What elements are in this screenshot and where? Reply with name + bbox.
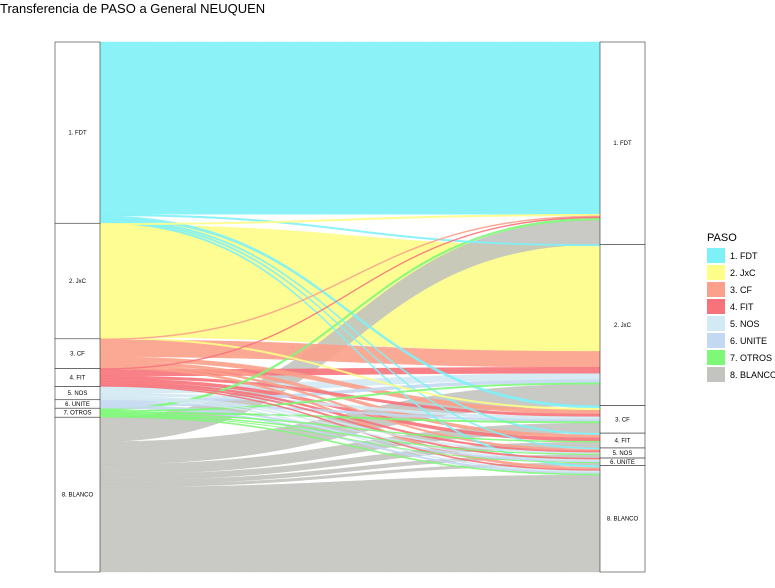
legend-swatch-1-fdt	[707, 248, 725, 263]
paso-stratum-label-7-otros: 7. OTROS	[63, 411, 91, 417]
general-stratum-label-3-cf: 3. CF	[615, 417, 630, 423]
legend-swatch-6-unite	[707, 333, 725, 348]
legend-swatch-5-nos	[707, 316, 725, 331]
legend-swatch-7-otros	[707, 350, 725, 365]
flow-8-blanco-to-8-blanco	[99, 474, 601, 573]
paso-stratum-label-3-cf: 3. CF	[70, 352, 85, 358]
legend-label-3-cf: 3. CF	[730, 285, 753, 295]
legend: PASO 1. FDT 2. JxC 3. CF 4. FIT 5. NOS 6. UNIT…	[707, 232, 775, 382]
legend-title: PASO	[707, 232, 737, 244]
legend-label-5-nos: 5. NOS	[730, 319, 760, 329]
general-stratum-8-blanco	[599, 465, 646, 573]
legend-label-1-fdt: 1. FDT	[730, 251, 758, 261]
general-stratum-label-4-fit: 4. FIT	[615, 439, 631, 445]
general-stratum-3-cf	[599, 405, 646, 434]
legend-label-8-blanco: 8. BLANCO	[730, 370, 775, 380]
legend-label-4-fit: 4. FIT	[730, 302, 754, 312]
general-stratum-2-jxc	[599, 244, 646, 406]
general-stratum-label-6-unite: 6. UNITE	[610, 460, 635, 466]
legend-swatch-8-blanco	[707, 367, 725, 382]
legend-label-7-otros: 7. OTROS	[730, 353, 772, 363]
legend-label-2-jxc: 2. JxC	[730, 268, 756, 278]
paso-stratum-label-4-fit: 4. FIT	[70, 375, 86, 381]
paso-axis-strata: 1. FDT 2. JxC 3. CF 4. FIT 5. NOS 6. UNITE 7. …	[54, 41, 101, 573]
paso-stratum-label-1-fdt: 1. FDT	[68, 131, 87, 137]
paso-stratum-label-8-blanco: 8. BLANCO	[62, 493, 94, 499]
paso-stratum-8-blanco	[54, 416, 101, 573]
legend-swatch-4-fit	[707, 299, 725, 314]
paso-stratum-label-6-unite: 6. UNITE	[65, 402, 90, 408]
paso-stratum-label-2-jxc: 2. JxC	[69, 279, 87, 285]
legend-swatch-3-cf	[707, 282, 725, 297]
general-stratum-label-1-fdt: 1. FDT	[613, 141, 632, 147]
legend-swatch-2-jxc	[707, 265, 725, 280]
legend-label-6-unite: 6. UNITE	[730, 336, 767, 346]
chart-title: Transferencia de PASO a General NEUQUEN	[0, 1, 266, 16]
general-stratum-label-8-blanco: 8. BLANCO	[607, 517, 639, 523]
general-axis-strata: 1. FDT 2. JxC 3. CF 4. FIT 5. NOS 6. UNITE 8. …	[599, 41, 646, 573]
paso-stratum-label-5-nos: 5. NOS	[68, 391, 88, 397]
general-stratum-label-2-jxc: 2. JxC	[614, 323, 632, 329]
general-stratum-label-5-nos: 5. NOS	[613, 451, 633, 457]
flows-group	[99, 41, 601, 573]
flow-1-fdt-to-1-fdt	[99, 41, 601, 215]
paso-stratum-2-jxc	[54, 222, 101, 340]
